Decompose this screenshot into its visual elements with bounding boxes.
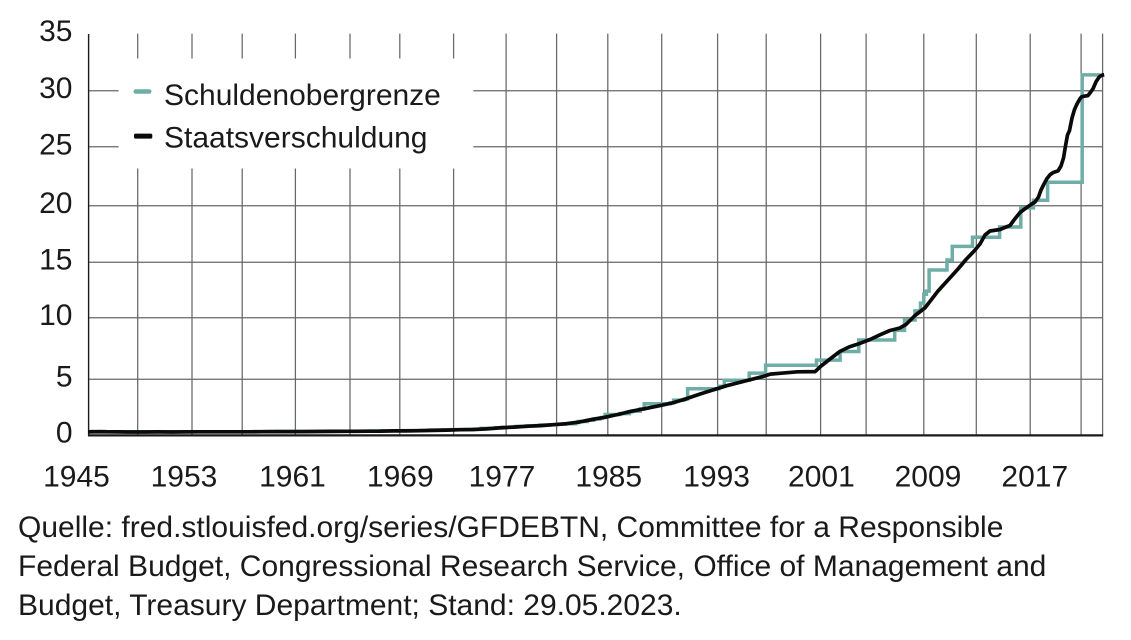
svg-text:10: 10 (39, 299, 72, 332)
svg-text:1969: 1969 (367, 461, 434, 494)
svg-text:1993: 1993 (683, 461, 750, 494)
svg-text:1945: 1945 (43, 461, 110, 494)
svg-text:1961: 1961 (259, 461, 326, 494)
svg-text:1977: 1977 (469, 461, 536, 494)
svg-text:Federal Budget, Congressional: Federal Budget, Congressional Research S… (18, 550, 1046, 583)
svg-text:1985: 1985 (575, 461, 642, 494)
svg-text:2017: 2017 (1001, 461, 1068, 494)
svg-text:Staatsverschuldung: Staatsverschuldung (164, 122, 428, 155)
svg-text:1953: 1953 (151, 461, 218, 494)
svg-text:20: 20 (39, 187, 72, 220)
svg-text:Schuldenobergrenze: Schuldenobergrenze (164, 79, 441, 112)
svg-text:0: 0 (56, 416, 73, 449)
svg-text:15: 15 (39, 244, 72, 277)
svg-text:5: 5 (56, 361, 73, 394)
svg-text:30: 30 (39, 72, 72, 105)
svg-text:25: 25 (39, 128, 72, 161)
svg-text:Quelle: fred.stlouisfed.org/se: Quelle: fred.stlouisfed.org/series/GFDEB… (18, 511, 1003, 544)
svg-text:2009: 2009 (895, 461, 962, 494)
svg-text:35: 35 (39, 15, 72, 48)
svg-text:Budget, Treasury Department; S: Budget, Treasury Department; Stand: 29.0… (18, 589, 682, 622)
svg-text:2001: 2001 (788, 461, 855, 494)
